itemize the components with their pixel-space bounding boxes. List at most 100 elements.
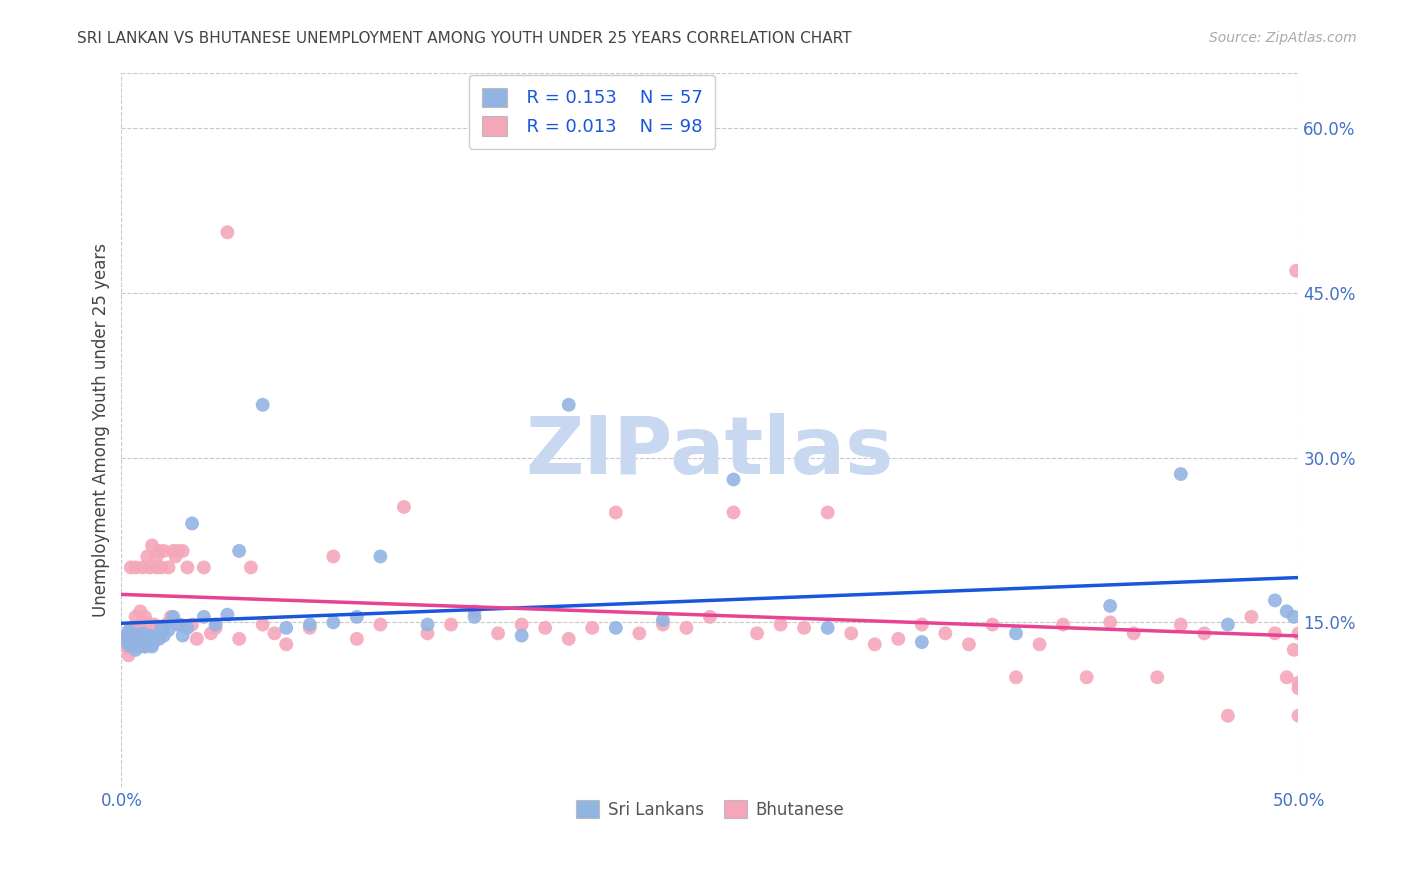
- Point: [370, 549, 392, 564]
- Point: [124, 560, 146, 574]
- Point: [276, 637, 298, 651]
- Point: [628, 626, 651, 640]
- Point: [510, 617, 533, 632]
- Point: [416, 626, 439, 640]
- Point: [115, 640, 138, 654]
- Point: [1052, 617, 1074, 632]
- Point: [204, 621, 226, 635]
- Point: [129, 637, 152, 651]
- Point: [346, 610, 368, 624]
- Text: ZIPatlas: ZIPatlas: [526, 412, 894, 491]
- Point: [162, 544, 184, 558]
- Point: [1005, 670, 1028, 684]
- Point: [581, 621, 603, 635]
- Point: [887, 632, 910, 646]
- Point: [153, 628, 176, 642]
- Point: [136, 632, 159, 646]
- Point: [115, 628, 138, 642]
- Point: [1170, 617, 1192, 632]
- Point: [155, 617, 177, 632]
- Point: [1282, 643, 1305, 657]
- Point: [129, 632, 152, 646]
- Point: [346, 632, 368, 646]
- Point: [127, 640, 149, 654]
- Point: [145, 630, 167, 644]
- Point: [120, 621, 142, 635]
- Point: [138, 617, 160, 632]
- Point: [141, 538, 163, 552]
- Text: SRI LANKAN VS BHUTANESE UNEMPLOYMENT AMONG YOUTH UNDER 25 YEARS CORRELATION CHAR: SRI LANKAN VS BHUTANESE UNEMPLOYMENT AMO…: [77, 31, 852, 46]
- Point: [605, 621, 627, 635]
- Point: [186, 632, 208, 646]
- Point: [134, 640, 156, 654]
- Point: [322, 615, 344, 630]
- Point: [769, 617, 792, 632]
- Point: [1264, 593, 1286, 607]
- Point: [370, 617, 392, 632]
- Point: [322, 549, 344, 564]
- Point: [1146, 670, 1168, 684]
- Point: [138, 560, 160, 574]
- Point: [981, 617, 1004, 632]
- Point: [957, 637, 980, 651]
- Point: [122, 628, 145, 642]
- Point: [1076, 670, 1098, 684]
- Point: [131, 626, 153, 640]
- Point: [176, 621, 198, 635]
- Point: [122, 637, 145, 651]
- Point: [252, 617, 274, 632]
- Point: [169, 617, 191, 632]
- Point: [1099, 615, 1122, 630]
- Point: [276, 621, 298, 635]
- Point: [167, 617, 190, 632]
- Point: [134, 634, 156, 648]
- Point: [181, 516, 204, 531]
- Point: [204, 617, 226, 632]
- Point: [150, 560, 173, 574]
- Point: [1099, 599, 1122, 613]
- Point: [1028, 637, 1050, 651]
- Point: [464, 610, 486, 624]
- Point: [172, 544, 194, 558]
- Point: [145, 560, 167, 574]
- Point: [416, 617, 439, 632]
- Point: [117, 628, 139, 642]
- Point: [745, 626, 768, 640]
- Point: [131, 560, 153, 574]
- Point: [793, 621, 815, 635]
- Point: [127, 617, 149, 632]
- Point: [165, 549, 187, 564]
- Point: [1275, 670, 1298, 684]
- Point: [252, 398, 274, 412]
- Point: [129, 632, 152, 646]
- Point: [134, 640, 156, 654]
- Point: [911, 635, 934, 649]
- Point: [134, 610, 156, 624]
- Point: [605, 506, 627, 520]
- Point: [112, 632, 135, 646]
- Text: Source: ZipAtlas.com: Source: ZipAtlas.com: [1209, 31, 1357, 45]
- Point: [1216, 617, 1239, 632]
- Point: [124, 628, 146, 642]
- Point: [160, 610, 183, 624]
- Point: [651, 613, 673, 627]
- Point: [817, 506, 839, 520]
- Point: [510, 628, 533, 642]
- Point: [1170, 467, 1192, 481]
- Point: [176, 560, 198, 574]
- Point: [1122, 626, 1144, 640]
- Point: [1194, 626, 1216, 640]
- Point: [217, 225, 239, 239]
- Point: [651, 617, 673, 632]
- Point: [167, 544, 190, 558]
- Point: [1240, 610, 1263, 624]
- Point: [298, 617, 321, 632]
- Point: [193, 610, 215, 624]
- Point: [131, 615, 153, 630]
- Point: [228, 544, 250, 558]
- Point: [141, 640, 163, 654]
- Point: [239, 560, 262, 574]
- Point: [1216, 708, 1239, 723]
- Point: [150, 621, 173, 635]
- Point: [723, 473, 745, 487]
